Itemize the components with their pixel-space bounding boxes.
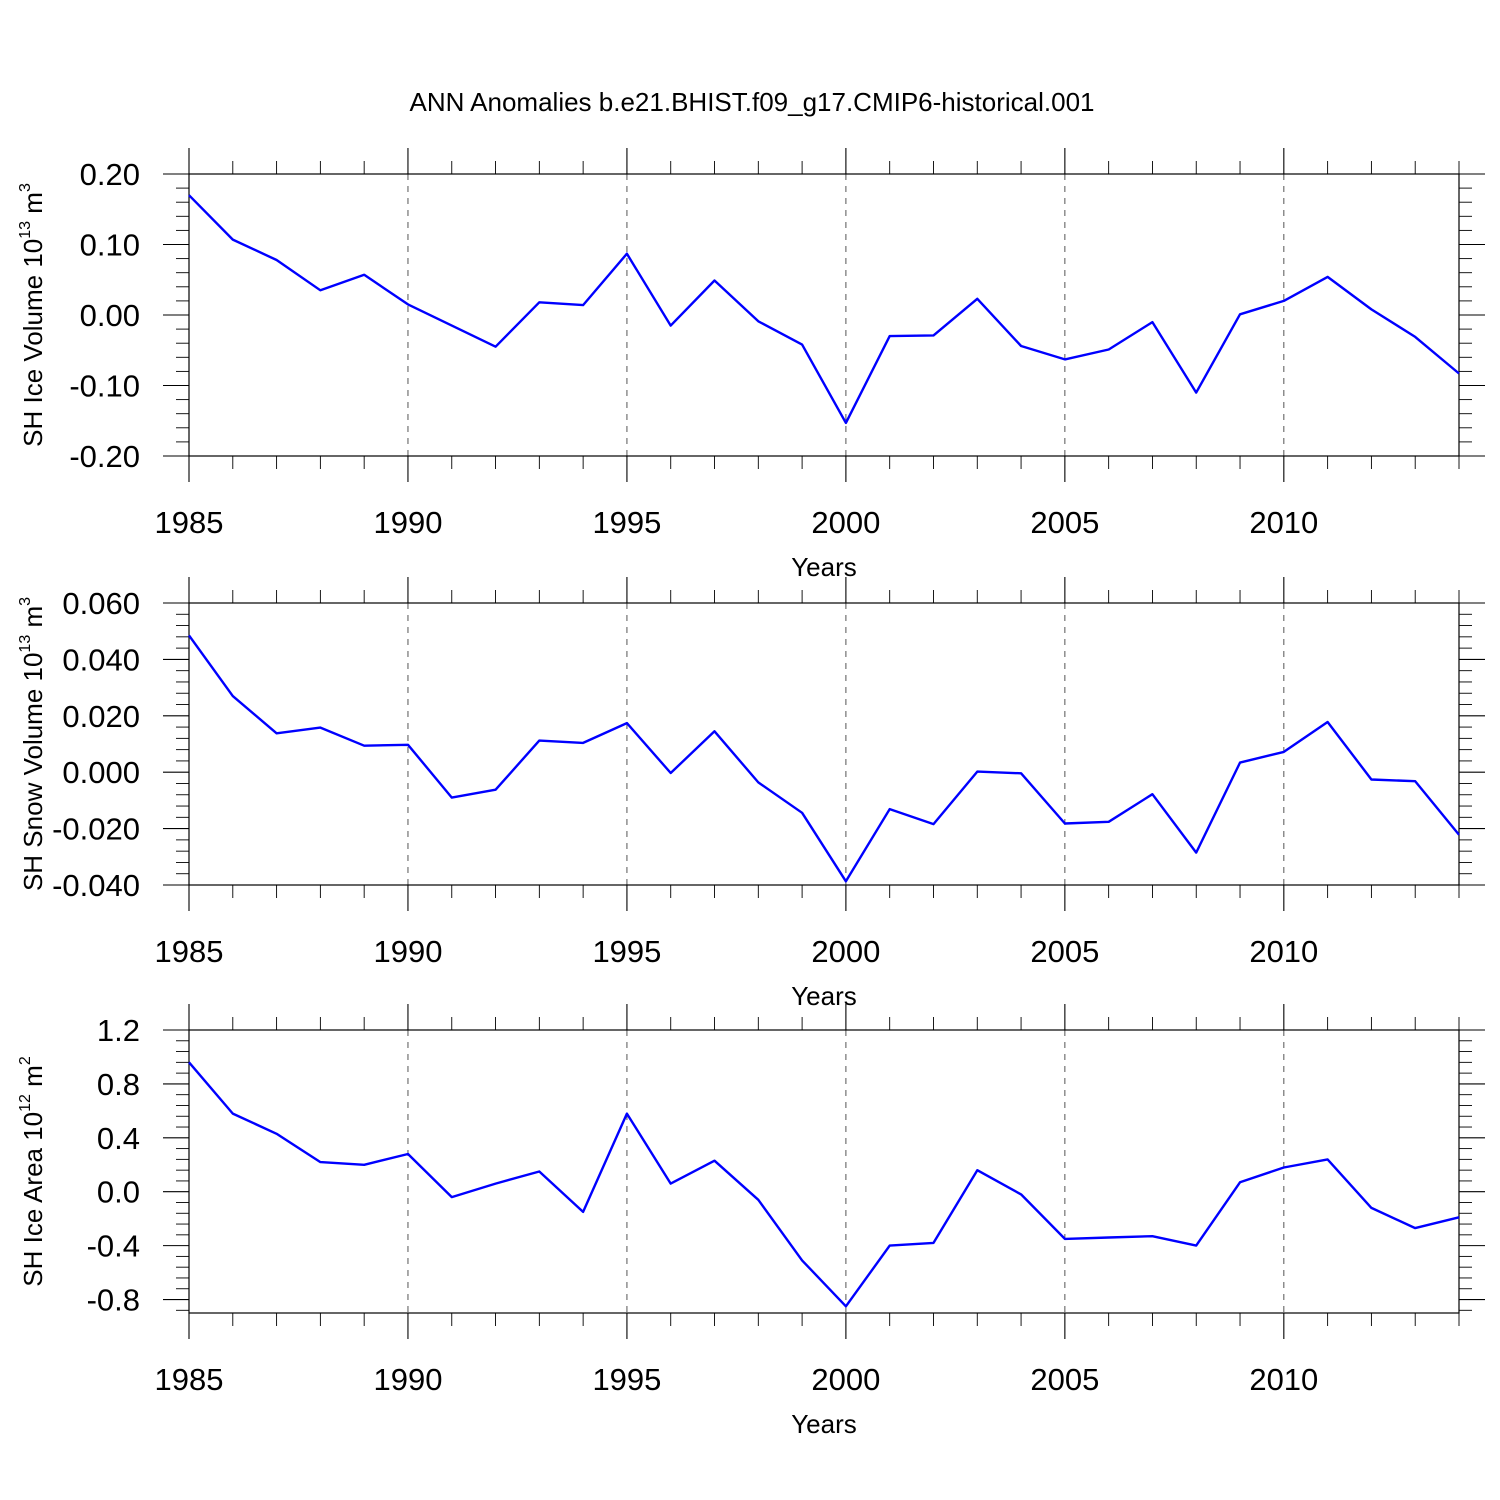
x-tick-label: 2010 — [1249, 1362, 1318, 1397]
y-axis-label-unit-exponent: 3 — [17, 597, 34, 606]
x-tick-label: 2000 — [811, 1362, 880, 1397]
figure-title: ANN Anomalies b.e21.BHIST.f09_g17.CMIP6-… — [409, 87, 1094, 117]
y-tick-label: 0.10 — [80, 228, 140, 263]
x-tick-label: 1990 — [373, 1362, 442, 1397]
x-tick-label: 1985 — [155, 1362, 224, 1397]
y-tick-label: 0.020 — [62, 699, 140, 734]
series-line — [188, 634, 1460, 883]
x-tick-label: 1995 — [592, 1362, 661, 1397]
series-line — [188, 1061, 1460, 1308]
y-axis-label: SH Ice Volume 1013 m3 — [17, 183, 48, 447]
x-tick-label: 2005 — [1030, 505, 1099, 540]
x-tick-label: 2000 — [811, 934, 880, 969]
y-axis-label-text: SH Ice Area 10 — [18, 1112, 48, 1287]
y-tick-label: 0.0 — [97, 1175, 140, 1210]
plot-frame — [188, 1029, 1460, 1314]
y-tick-label: -0.040 — [52, 868, 140, 903]
y-tick-label: 0.060 — [62, 586, 140, 621]
y-axis-label-exponent: 12 — [17, 1094, 34, 1112]
y-axis-label-unit-exponent: 3 — [17, 183, 34, 192]
x-tick-label: 1985 — [155, 934, 224, 969]
y-axis-label-unit: m — [18, 606, 48, 635]
y-tick-label: -0.20 — [69, 439, 140, 474]
x-tick-label: 1990 — [373, 505, 442, 540]
x-tick-label: 2010 — [1249, 934, 1318, 969]
y-axis-label: SH Snow Volume 1013 m3 — [17, 597, 48, 891]
y-tick-label: -0.8 — [87, 1283, 140, 1318]
y-tick-label: -0.020 — [52, 812, 140, 847]
y-tick-label: 0.000 — [62, 755, 140, 790]
y-axis-label-unit: m — [18, 192, 48, 221]
y-tick-label: 0.4 — [97, 1121, 140, 1156]
chart-panel-1: -0.20 -0.10 0.00 0.10 0.20 1985 1990 1995 2000 20… — [17, 148, 1485, 582]
y-axis-label-unit: m — [18, 1065, 48, 1094]
y-axis-label-text: SH Ice Volume 10 — [18, 239, 48, 447]
x-tick-label: 2010 — [1249, 505, 1318, 540]
y-tick-label: 1.2 — [97, 1013, 140, 1048]
y-axis-label-exponent: 13 — [17, 221, 34, 239]
x-axis-label: Years — [791, 981, 857, 1011]
y-tick-label: -0.4 — [87, 1229, 140, 1264]
x-tick-label: 1995 — [592, 505, 661, 540]
series-line — [188, 194, 1460, 425]
y-axis-label-exponent: 13 — [17, 635, 34, 653]
y-tick-label: -0.10 — [69, 369, 140, 404]
y-axis-label-unit-exponent: 2 — [17, 1056, 34, 1065]
chart-panel-3: -0.8 -0.4 0.0 0.4 0.8 1.2 1985 1990 1995 2000 2005… — [17, 1004, 1485, 1439]
x-tick-label: 2005 — [1030, 1362, 1099, 1397]
chart-panel-2: -0.040 -0.020 0.000 0.020 0.040 0.060 1985 1990… — [17, 577, 1485, 1011]
x-axis-label: Years — [791, 1409, 857, 1439]
x-tick-label: 1990 — [373, 934, 442, 969]
y-tick-label: 0.20 — [80, 157, 140, 192]
y-axis-label: SH Ice Area 1012 m2 — [17, 1056, 48, 1287]
x-tick-label: 1995 — [592, 934, 661, 969]
x-tick-label: 1985 — [155, 505, 224, 540]
y-tick-label: 0.00 — [80, 298, 140, 333]
x-axis-label: Years — [791, 552, 857, 582]
x-tick-label: 2005 — [1030, 934, 1099, 969]
y-tick-label: 0.040 — [62, 642, 140, 677]
plot-frame — [188, 173, 1460, 457]
y-tick-label: 0.8 — [97, 1067, 140, 1102]
x-tick-label: 2000 — [811, 505, 880, 540]
plot-frame — [188, 602, 1460, 886]
y-axis-label-text: SH Snow Volume 10 — [18, 653, 48, 891]
